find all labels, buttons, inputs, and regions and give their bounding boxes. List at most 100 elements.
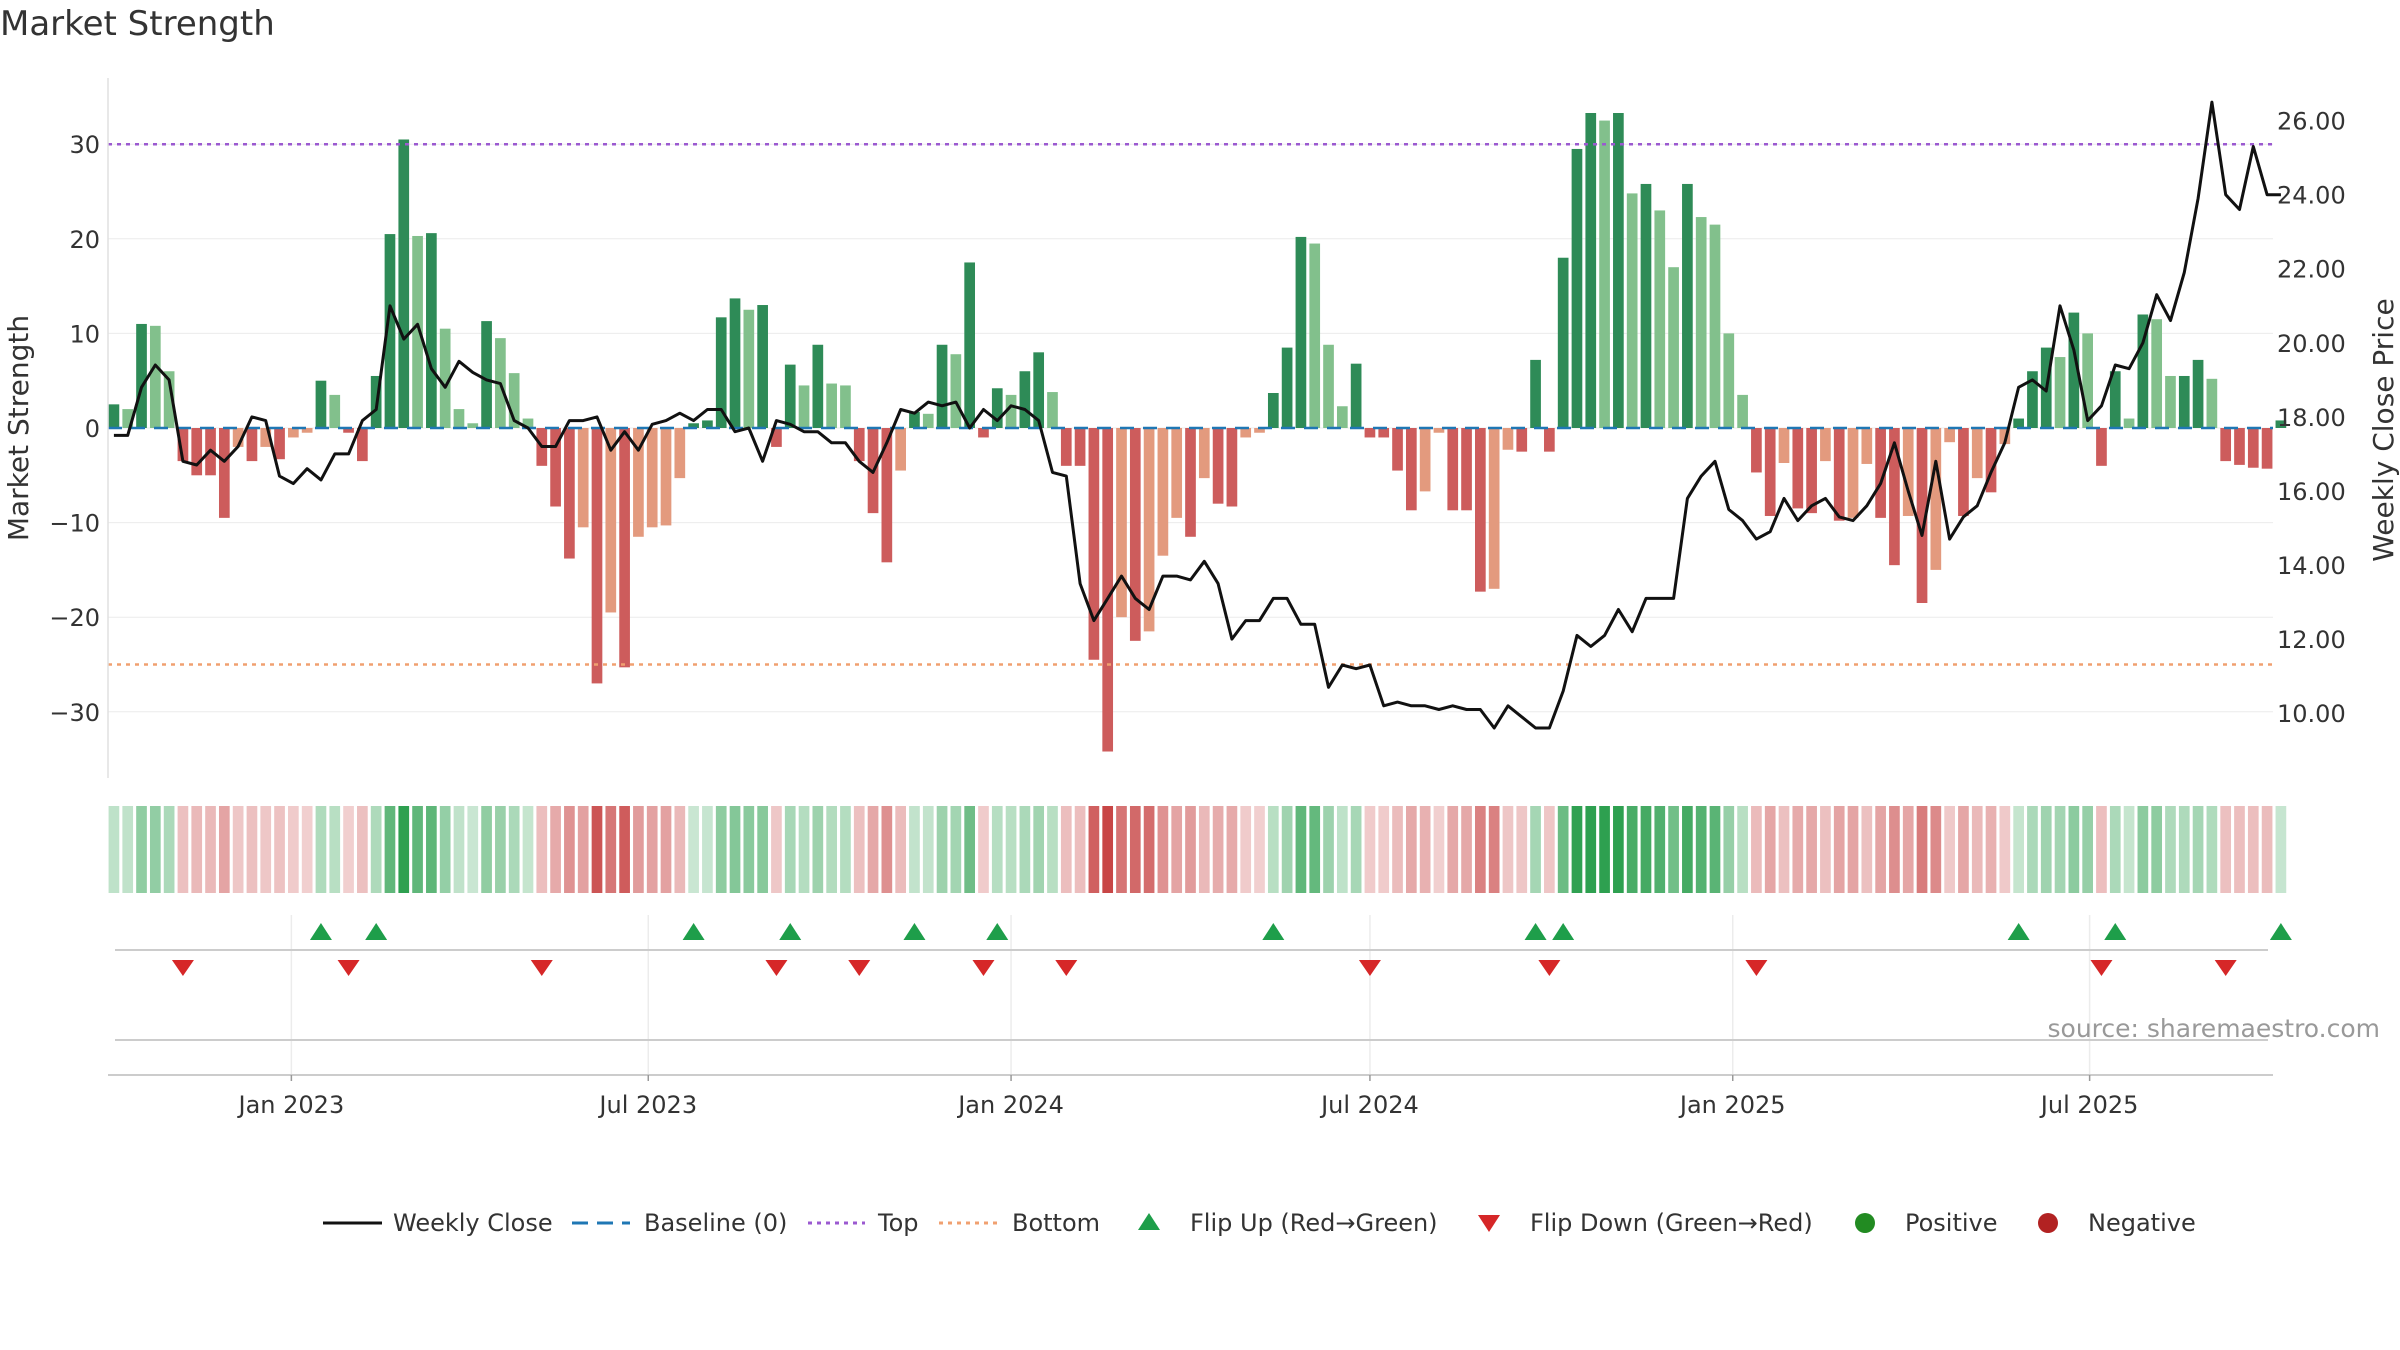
legend-label-positive: Positive	[1905, 1209, 1998, 1237]
x-tick-label: Jan 2023	[237, 1091, 345, 1119]
strength-bar	[1475, 428, 1486, 592]
strength-bar	[260, 428, 272, 447]
heat-cell	[163, 806, 175, 893]
x-tick-label: Jul 2023	[597, 1091, 697, 1119]
strength-bar	[522, 418, 534, 428]
legend: Weekly Close Baseline (0) Top Bottom Fli…	[323, 1209, 2196, 1237]
heat-cell	[1157, 806, 1169, 893]
chart-canvas: 30 20 10 0 −10 −20 −30 26.00 24.00 22.00 20.00 18.0…	[2, 78, 2400, 1119]
strength-bar	[1999, 428, 2011, 445]
heat-cell	[798, 806, 810, 893]
heat-cell	[1930, 806, 1942, 893]
strength-bar	[384, 234, 396, 428]
heat-cell	[1861, 806, 1873, 893]
heat-cell	[1971, 806, 1983, 893]
strength-bar	[1833, 428, 1845, 521]
strength-bar	[315, 380, 327, 428]
heat-cell	[922, 806, 934, 893]
heat-cell	[1764, 806, 1776, 893]
heat-cell	[122, 806, 134, 893]
heat-cell	[1088, 806, 1100, 893]
heat-cell	[315, 806, 327, 893]
heat-cell	[1613, 806, 1624, 893]
strength-bar	[1806, 428, 1817, 514]
heat-cell	[2040, 806, 2052, 893]
right-tick-label: 18.00	[2277, 404, 2346, 432]
heat-cell	[1599, 806, 1610, 893]
heat-cell	[1820, 806, 1831, 893]
heat-cell	[784, 806, 796, 893]
heat-cell	[467, 806, 479, 893]
heat-cell	[1778, 806, 1790, 893]
heat-cell	[1226, 806, 1238, 893]
heat-cell	[205, 806, 216, 893]
flip-up-marker	[365, 923, 388, 940]
strength-bar	[232, 428, 244, 447]
strength-bar	[1916, 428, 1928, 603]
strength-bar	[2137, 314, 2149, 428]
strength-bar	[398, 139, 410, 428]
flip-up-marker	[986, 923, 1009, 940]
strength-bar	[1530, 359, 1541, 428]
strength-bar	[426, 233, 437, 428]
right-tick-label: 10.00	[2277, 700, 2346, 728]
heat-cell	[2192, 806, 2204, 893]
strength-bar	[1226, 428, 1238, 507]
strength-bar	[1613, 113, 1624, 428]
heat-cell	[260, 806, 272, 893]
left-tick-label: −30	[49, 699, 100, 727]
heat-cell	[729, 806, 741, 893]
heat-cell	[2275, 806, 2287, 893]
strength-bar	[1944, 428, 1955, 443]
right-tick-label: 24.00	[2277, 182, 2346, 210]
strength-bar	[1254, 428, 1265, 433]
heat-cell	[453, 806, 465, 893]
flip-down-marker	[530, 960, 553, 976]
flip-down-marker	[765, 960, 788, 976]
heat-cell	[2027, 806, 2038, 893]
legend-label-top: Top	[877, 1209, 919, 1237]
strength-bar	[633, 428, 644, 537]
heat-cell	[1198, 806, 1210, 893]
legend-item-flip-up: Flip Up (Red→Green)	[1138, 1209, 1438, 1237]
heat-cell	[550, 806, 561, 893]
right-axis-title: Weekly Close Price	[2367, 298, 2400, 561]
heat-cell	[246, 806, 258, 893]
heat-cell	[2096, 806, 2107, 893]
heat-cell	[1985, 806, 1997, 893]
heat-cell	[288, 806, 299, 893]
heat-cell	[633, 806, 644, 893]
strength-bar	[1585, 113, 1597, 428]
strength-bar	[991, 388, 1003, 428]
x-tick-label: Jul 2024	[1319, 1091, 1419, 1119]
strength-bar	[964, 262, 976, 428]
heat-cell	[384, 806, 396, 893]
heat-cell	[343, 806, 354, 893]
strength-bar	[1267, 393, 1279, 428]
legend-label-bottom: Bottom	[1012, 1209, 1100, 1237]
grid-layer	[108, 143, 2273, 1075]
strength-bar	[2054, 357, 2066, 428]
left-axis-title: Market Strength	[2, 315, 35, 541]
heat-cell	[1737, 806, 1748, 893]
heat-cell	[1902, 806, 1914, 893]
heat-cell	[1267, 806, 1279, 893]
flip-up-marker	[2007, 923, 2030, 940]
heat-cell	[2123, 806, 2135, 893]
strength-bar	[771, 428, 782, 447]
flip-up-marker	[1524, 923, 1547, 940]
strength-bar	[1336, 406, 1348, 428]
heat-cell	[1944, 806, 1955, 893]
flip-up-marker	[682, 923, 705, 940]
strength-bar	[798, 385, 810, 428]
heat-cell	[495, 806, 506, 893]
heat-cell	[1709, 806, 1721, 893]
heat-cell	[1958, 806, 1969, 893]
flip-down-marker	[2214, 960, 2237, 976]
heat-cell	[274, 806, 285, 893]
strength-bar	[881, 428, 893, 563]
strength-bar	[564, 428, 575, 559]
strength-bar	[743, 309, 755, 428]
strength-bar	[1654, 210, 1666, 428]
strength-bar	[2027, 371, 2038, 428]
